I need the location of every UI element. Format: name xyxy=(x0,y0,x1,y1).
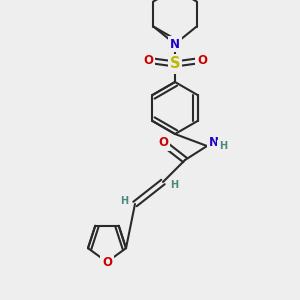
Text: O: O xyxy=(102,256,112,268)
Text: S: S xyxy=(170,56,180,71)
Text: O: O xyxy=(197,55,207,68)
Text: N: N xyxy=(209,136,219,148)
Text: H: H xyxy=(219,141,227,151)
Text: O: O xyxy=(143,55,153,68)
Text: H: H xyxy=(170,180,178,190)
Text: N: N xyxy=(170,38,180,50)
Text: H: H xyxy=(120,196,128,206)
Text: O: O xyxy=(158,136,168,149)
